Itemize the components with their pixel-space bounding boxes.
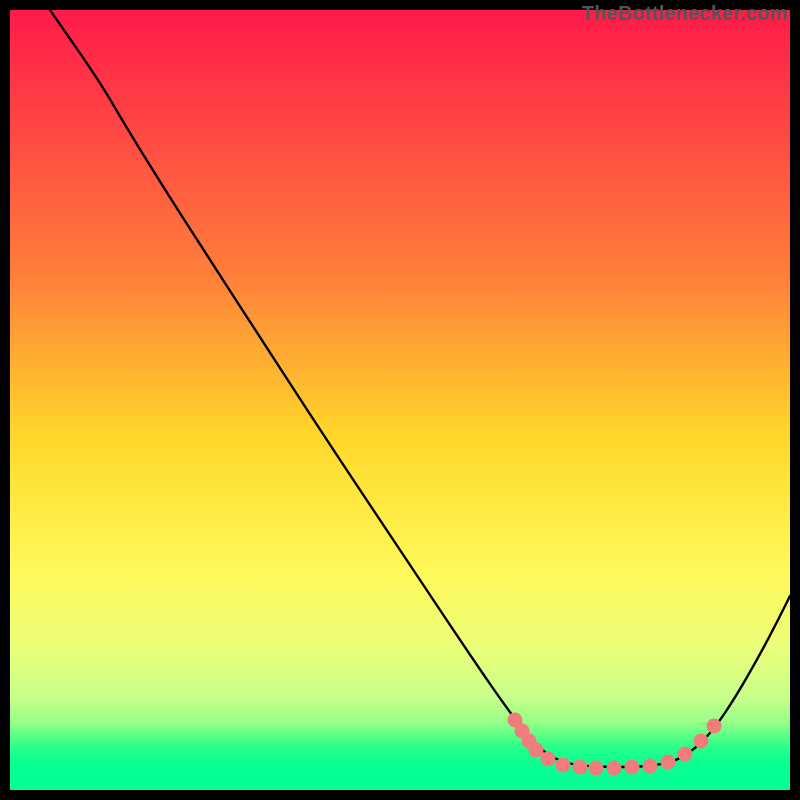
curve-marker (541, 752, 556, 767)
curve-marker (589, 761, 604, 776)
curve-marker (607, 761, 622, 776)
curve-marker (556, 758, 571, 773)
curve-marker (707, 719, 722, 734)
curve-marker (573, 760, 588, 775)
bottleneck-chart (10, 10, 790, 790)
attribution-text: TheBottlenecker.com (582, 3, 788, 26)
curve-marker (643, 759, 658, 774)
curve-marker (694, 734, 709, 749)
chart-root: { "attribution": { "text": "TheBottlenec… (0, 0, 800, 800)
curve-marker (661, 755, 676, 770)
curve-marker (678, 747, 693, 762)
curve-marker (529, 743, 544, 758)
curve-marker (625, 760, 640, 775)
